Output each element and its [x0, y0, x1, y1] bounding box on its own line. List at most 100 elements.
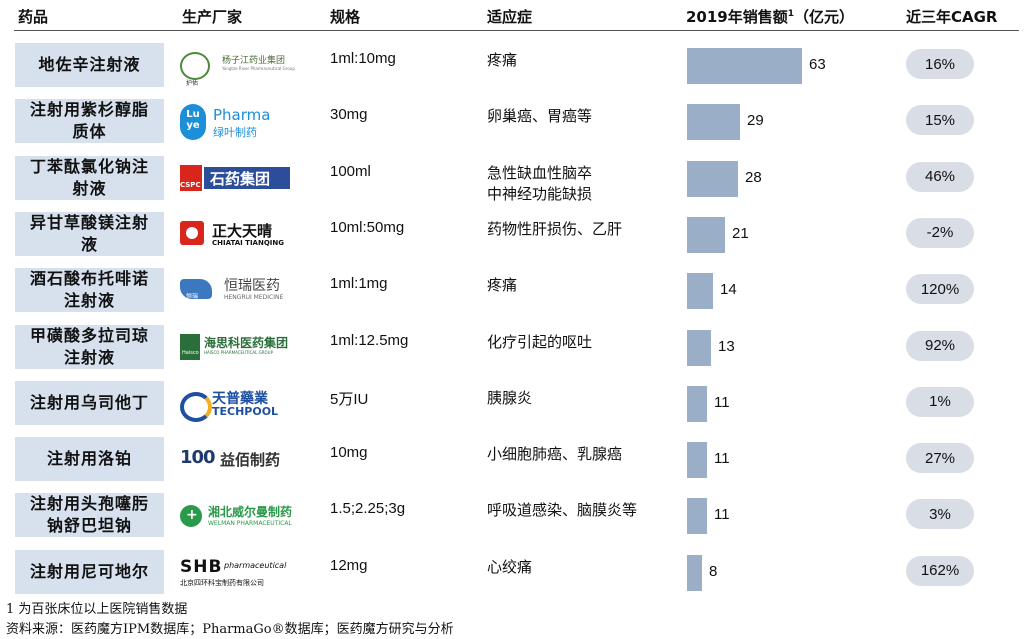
header-sales-footnote-mark: 1: [787, 9, 795, 19]
table-row: 注射用头孢噻肟钠舒巴坦钠 + 湘北威尔曼制药 WELMAN PHARMACEUTICA…: [0, 490, 1027, 540]
logo-subtext: CHIATAI TIANQING: [212, 238, 284, 247]
logo-subtext: 绿叶制药: [213, 126, 257, 140]
logo-text: 海思科医药集团: [204, 335, 289, 350]
chiatai-mark-dot: [186, 226, 198, 239]
sales-bar: [687, 216, 725, 253]
indication: 小细胞肺癌、乳腺癌: [487, 444, 622, 465]
welman-mark-icon: [180, 505, 202, 528]
spec-value: 10ml:50mg: [330, 218, 405, 236]
logo-text: 正大天晴: [212, 221, 273, 240]
logo-text: 杨子江药业集团: [222, 56, 286, 66]
cagr-badge: 16%: [906, 49, 974, 79]
indication-line: 化疗引起的呕吐: [487, 332, 593, 351]
sales-value: 8: [709, 562, 718, 580]
drug-name: 注射用乌司他丁: [29, 392, 149, 412]
indication-line: 胰腺炎: [487, 388, 533, 407]
drug-name: 注射用尼可地尔: [29, 561, 149, 581]
indication: 化疗引起的呕吐: [487, 332, 592, 353]
sales-bar: [687, 385, 707, 422]
indication: 胰腺炎: [487, 388, 532, 409]
footnote-1-mark: 1: [6, 602, 15, 617]
logo-text: 恒瑞医药: [224, 278, 280, 295]
luye-mark-icon: [180, 104, 206, 141]
spec-value: 5万IU: [330, 390, 369, 408]
footnote-1: 1 为百张床位以上医院销售数据: [6, 598, 187, 617]
cagr-badge: 15%: [906, 105, 974, 136]
drug-name: 注射用洛铂: [46, 449, 132, 469]
table-row: 注射用乌司他丁 天普藥業 TECHPOOL 5万IU 胰腺炎 11 1%: [0, 378, 1027, 428]
cspc-mark-icon: [180, 164, 202, 191]
logo-text: 湘北威尔曼制药: [208, 505, 293, 520]
table-row: 甲磺酸多拉司琼注射液 Haisco 海思科医药集团 HAISCO PHARMACEUT…: [0, 322, 1027, 372]
manufacturer-logo: 天普藥業 TECHPOOL: [180, 390, 290, 422]
spec-value: 1ml:1mg: [330, 275, 388, 293]
header-divider: [14, 30, 1019, 31]
cspc-banner: [204, 166, 290, 189]
footnote-1-text: 为百张床位以上医院销售数据: [18, 602, 188, 617]
logo-text: pharmaceutical: [224, 560, 287, 570]
drug-name: 甲磺酸多拉司琼注射液: [29, 325, 149, 367]
table-row: 注射用洛铂 100 益佰制药 10mg 小细胞肺癌、乳腺癌 11 27%: [0, 434, 1027, 484]
logo-mark: Haisco: [182, 349, 199, 356]
manufacturer-logo: + 湘北威尔曼制药 WELMAN PHARMACEUTICAL: [180, 502, 293, 530]
indication: 心绞痛: [487, 557, 532, 578]
manufacturer-logo: 正大天晴 CHIATAI TIANQING: [180, 220, 290, 249]
cagr-badge: 92%: [906, 330, 974, 361]
drug-name-cell: 注射用乌司他丁: [15, 380, 164, 425]
sales-bar: [687, 329, 711, 366]
drug-name-cell: 注射用洛铂: [15, 437, 164, 482]
sales-value: 28: [745, 168, 762, 186]
manufacturer-logo: SHB pharmaceutical 北京四环科宝制药有限公司: [180, 557, 290, 587]
drug-name: 注射用头孢噻肟钠舒巴坦钠: [29, 494, 149, 536]
sales-bar: [687, 48, 802, 84]
header-indication: 适应症: [487, 8, 533, 26]
manufacturer-logo: 100 益佰制药: [180, 446, 290, 474]
spec-value: 1.5;2.25;3g: [330, 500, 406, 518]
logo-text: 石药集团: [210, 169, 271, 188]
indication-line: 卵巢癌、胃癌等: [487, 107, 593, 126]
logo-tag: 护佑: [186, 80, 199, 87]
sales-bar: [687, 273, 713, 310]
indication-line: 药物性肝损伤、乙肝: [487, 219, 623, 238]
cagr-badge: 3%: [906, 499, 974, 530]
drug-name-cell: 甲磺酸多拉司琼注射液: [15, 324, 164, 369]
logo-text: 天普藥業: [212, 390, 268, 407]
header-sales: 2019年销售额1（亿元）: [686, 6, 854, 27]
indication: 疼痛: [487, 275, 517, 296]
manufacturer-logo: 杨子江药业集团 Yangtze River Pharmaceutical Grou…: [180, 52, 295, 87]
sales-value: 13: [718, 337, 735, 355]
sales-value: 29: [747, 112, 764, 130]
drug-name-cell: 异甘草酸镁注射液: [15, 211, 164, 256]
logo-subtext: WELMAN PHARMACEUTICAL: [208, 520, 292, 528]
logo-subtext: TECHPOOL: [212, 404, 279, 418]
indication-line: 疼痛: [487, 51, 518, 69]
header-maker: 生产厂家: [182, 8, 243, 26]
logo-text: 益佰制药: [220, 451, 281, 470]
drug-name: 异甘草酸镁注射液: [29, 212, 149, 254]
logo-subtext: 北京四环科宝制药有限公司: [180, 578, 264, 587]
spec-value: 30mg: [330, 106, 368, 124]
drug-name: 注射用紫杉醇脂质体: [29, 100, 149, 142]
haisco-mark-icon: [180, 333, 200, 360]
spec-value: 1ml:12.5mg: [330, 331, 409, 349]
manufacturer-logo: Haisco 海思科医药集团 HAISCO PHARMACEUTICAL GROUP: [180, 333, 290, 362]
logo-mark: Lu ye: [186, 109, 200, 132]
sales-value: 14: [720, 281, 737, 299]
drug-name-cell: 注射用紫杉醇脂质体: [15, 99, 164, 144]
drug-name: 地佐辛注射液: [38, 55, 141, 74]
indication-line: 疼痛: [487, 276, 518, 295]
sales-value: 11: [714, 506, 730, 524]
spec-value: 10mg: [330, 444, 368, 462]
techpool-mark-icon: [180, 391, 212, 422]
drug-name-cell: 注射用尼可地尔: [15, 549, 164, 594]
cagr-badge: 27%: [906, 443, 974, 474]
header-spec: 规格: [330, 8, 361, 26]
cagr-badge: 1%: [906, 386, 974, 417]
manufacturer-logo: Lu ye Pharma 绿叶制药: [180, 104, 290, 141]
indication-line: 心绞痛: [487, 557, 533, 576]
source-note: 资料来源：医药魔方IPM数据库；PharmaGo®数据库；医药魔方研究与分析: [6, 622, 454, 637]
logo-subtext: Yangtze River Pharmaceutical Group: [222, 66, 295, 71]
logo-text: Pharma: [213, 106, 271, 125]
header-sales-prefix: 2019年销售额: [686, 8, 788, 26]
sales-bar: [687, 498, 707, 535]
